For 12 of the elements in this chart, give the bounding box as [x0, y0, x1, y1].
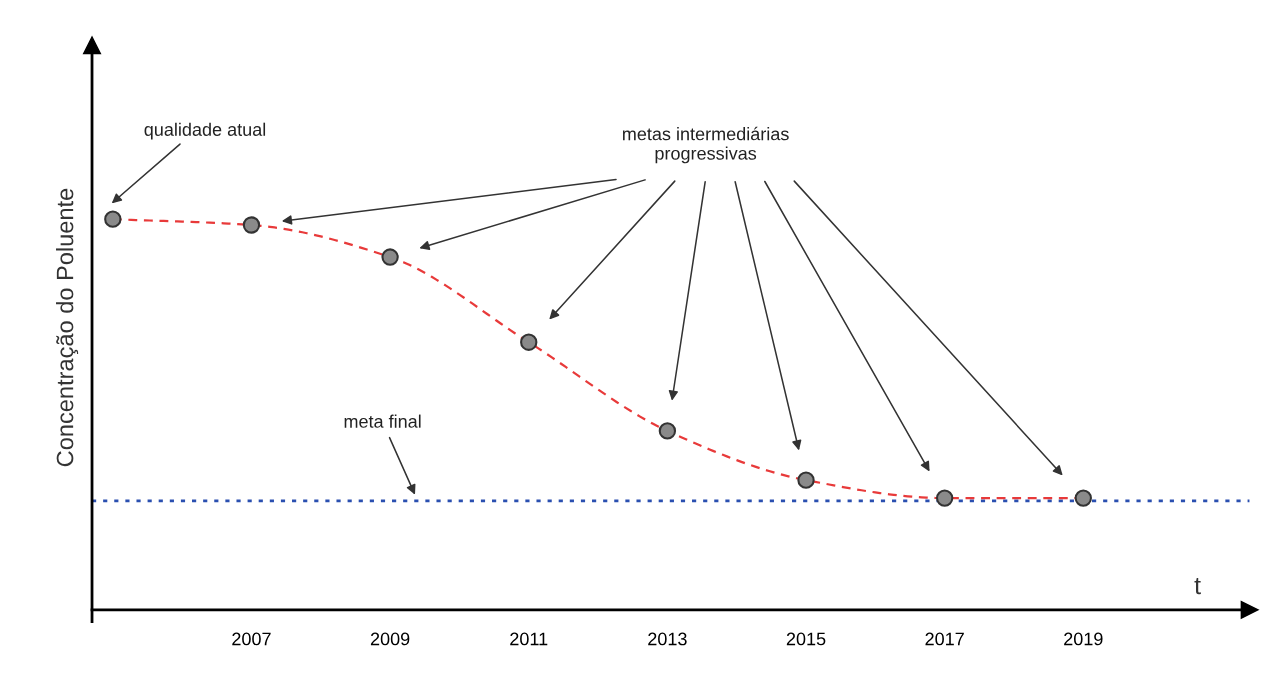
text: metas intermediárias progressivas: [622, 126, 789, 164]
x-tick-label: 2007: [232, 632, 271, 646]
x-axis-title: t: [1194, 577, 1201, 595]
x-tick-label: 2013: [648, 632, 687, 646]
x-tick-label: 2017: [925, 632, 964, 646]
text: qualidade atual: [144, 122, 266, 140]
y-axis-title: Concentração do Poluente: [56, 188, 79, 467]
annotation: meta final: [344, 414, 421, 428]
x-tick-label: 2019: [1064, 632, 1103, 646]
x-tick-label: 2015: [786, 632, 826, 646]
x-tick-label: 2009: [370, 632, 410, 646]
x-tick-label: 2011: [510, 632, 548, 646]
